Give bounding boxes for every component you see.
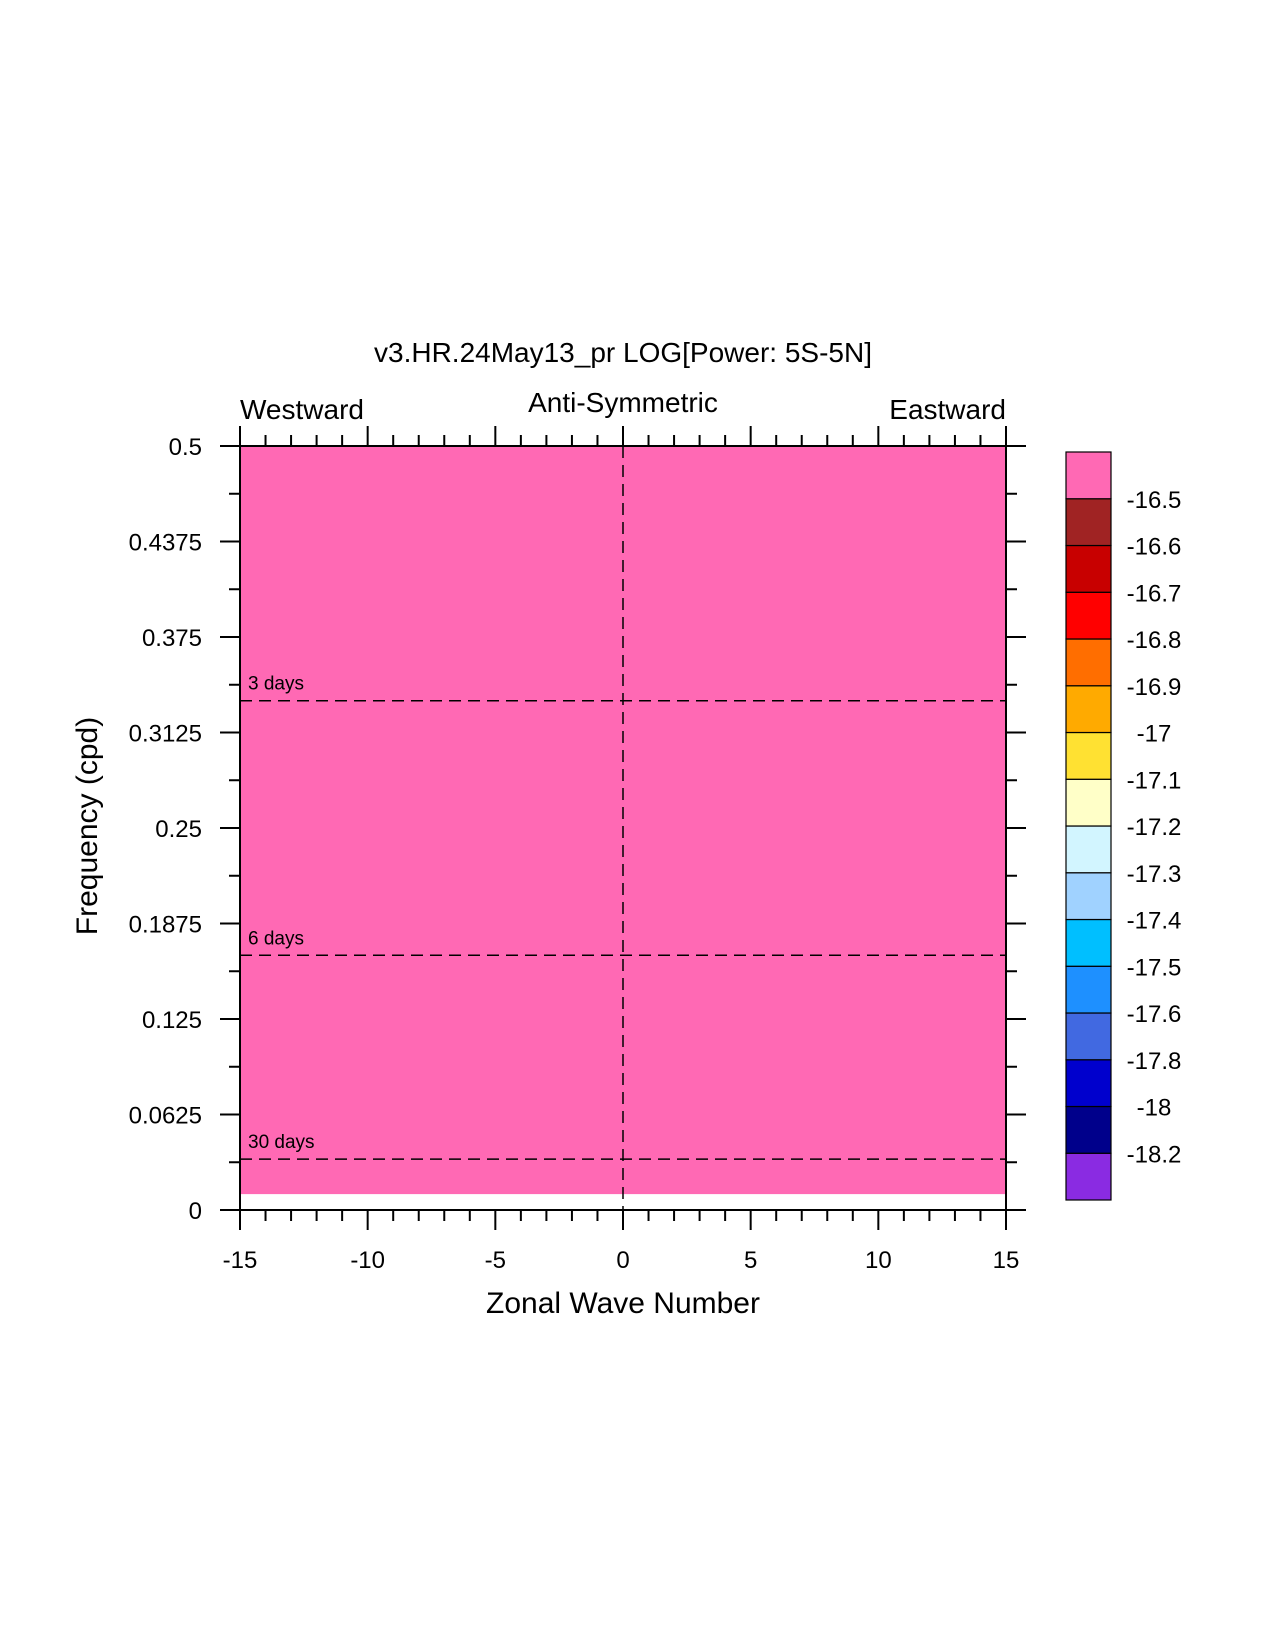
- y-tick-label: 0.5: [169, 434, 202, 461]
- x-tick-label: -15: [223, 1247, 258, 1274]
- chart-title: v3.HR.24May13_pr LOG[Power: 5S-5N]: [374, 337, 872, 368]
- period-label: 6 days: [248, 928, 304, 949]
- y-tick-label: 0.0625: [129, 1103, 202, 1130]
- colorbar-box: [1065, 872, 1112, 921]
- colorbar-label: -17.6: [1127, 1001, 1182, 1028]
- colorbar-label: -17.1: [1127, 767, 1182, 794]
- colorbar-box: [1065, 965, 1112, 1014]
- colorbar-label: -16.6: [1127, 534, 1182, 561]
- x-tick-label: 0: [616, 1247, 629, 1274]
- colorbar-box: [1065, 498, 1112, 547]
- colorbar-box: [1065, 451, 1112, 500]
- colorbar-box: [1065, 731, 1112, 780]
- x-axis-label: Zonal Wave Number: [486, 1287, 760, 1320]
- x-tick-label: -5: [485, 1247, 506, 1274]
- subtitle-anti-symmetric: Anti-Symmetric: [528, 387, 718, 418]
- y-tick-label: 0.25: [155, 816, 202, 843]
- subtitle-westward: Westward: [240, 394, 364, 425]
- colorbar-label: -16.8: [1127, 627, 1182, 654]
- plot-axes: -15 -10 -5 0 5 10 15 0 0.0625 0.125 0.1875 0.25 0.31…: [129, 426, 1026, 1274]
- colorbar-label: -17.4: [1127, 908, 1182, 935]
- y-tick-label: 0.3125: [129, 721, 202, 748]
- period-label: 3 days: [248, 674, 304, 695]
- colorbar-label: -18: [1137, 1095, 1172, 1122]
- colorbar-box: [1065, 825, 1112, 874]
- colorbar-box: [1065, 778, 1112, 827]
- subtitle-eastward: Eastward: [889, 394, 1006, 425]
- y-tick-label: 0.1875: [129, 912, 202, 939]
- x-tick-label: -10: [350, 1247, 385, 1274]
- colorbar-label: -18.2: [1127, 1141, 1182, 1168]
- colorbar-box: [1065, 1105, 1112, 1154]
- y-tick-label: 0.4375: [129, 530, 202, 557]
- colorbar-label: -16.5: [1127, 487, 1182, 514]
- colorbar-box: [1065, 1012, 1112, 1061]
- colorbar-label: -17.2: [1127, 814, 1182, 841]
- colorbar-label: -17.5: [1127, 954, 1182, 981]
- colorbar: -18.2 -18 -17.8 -17.6 -17.5 -17.4 -17.3 -17.2 -1…: [1065, 451, 1182, 1201]
- colorbar-box: [1065, 591, 1112, 640]
- x-tick-label: 15: [993, 1247, 1020, 1274]
- y-tick-label: 0: [189, 1198, 202, 1225]
- y-axis-label: Frequency (cpd): [71, 717, 104, 935]
- period-label: 30 days: [248, 1132, 315, 1153]
- colorbar-box: [1065, 918, 1112, 967]
- colorbar-label: -17: [1137, 721, 1172, 748]
- period-lines: 3 days 6 days 30 days: [240, 446, 1006, 1210]
- colorbar-label: -16.9: [1127, 674, 1182, 701]
- y-tick-label: 0.125: [142, 1007, 202, 1034]
- x-tick-label: 5: [744, 1247, 757, 1274]
- colorbar-label: -16.7: [1127, 580, 1182, 607]
- y-tick-label: 0.375: [142, 625, 202, 652]
- x-tick-label: 10: [865, 1247, 892, 1274]
- colorbar-box: [1065, 544, 1112, 593]
- colorbar-box: [1065, 1152, 1112, 1201]
- colorbar-label: -17.3: [1127, 861, 1182, 888]
- colorbar-label: -17.8: [1127, 1048, 1182, 1075]
- colorbar-box: [1065, 638, 1112, 687]
- colorbar-box: [1065, 1059, 1112, 1108]
- colorbar-box: [1065, 685, 1112, 734]
